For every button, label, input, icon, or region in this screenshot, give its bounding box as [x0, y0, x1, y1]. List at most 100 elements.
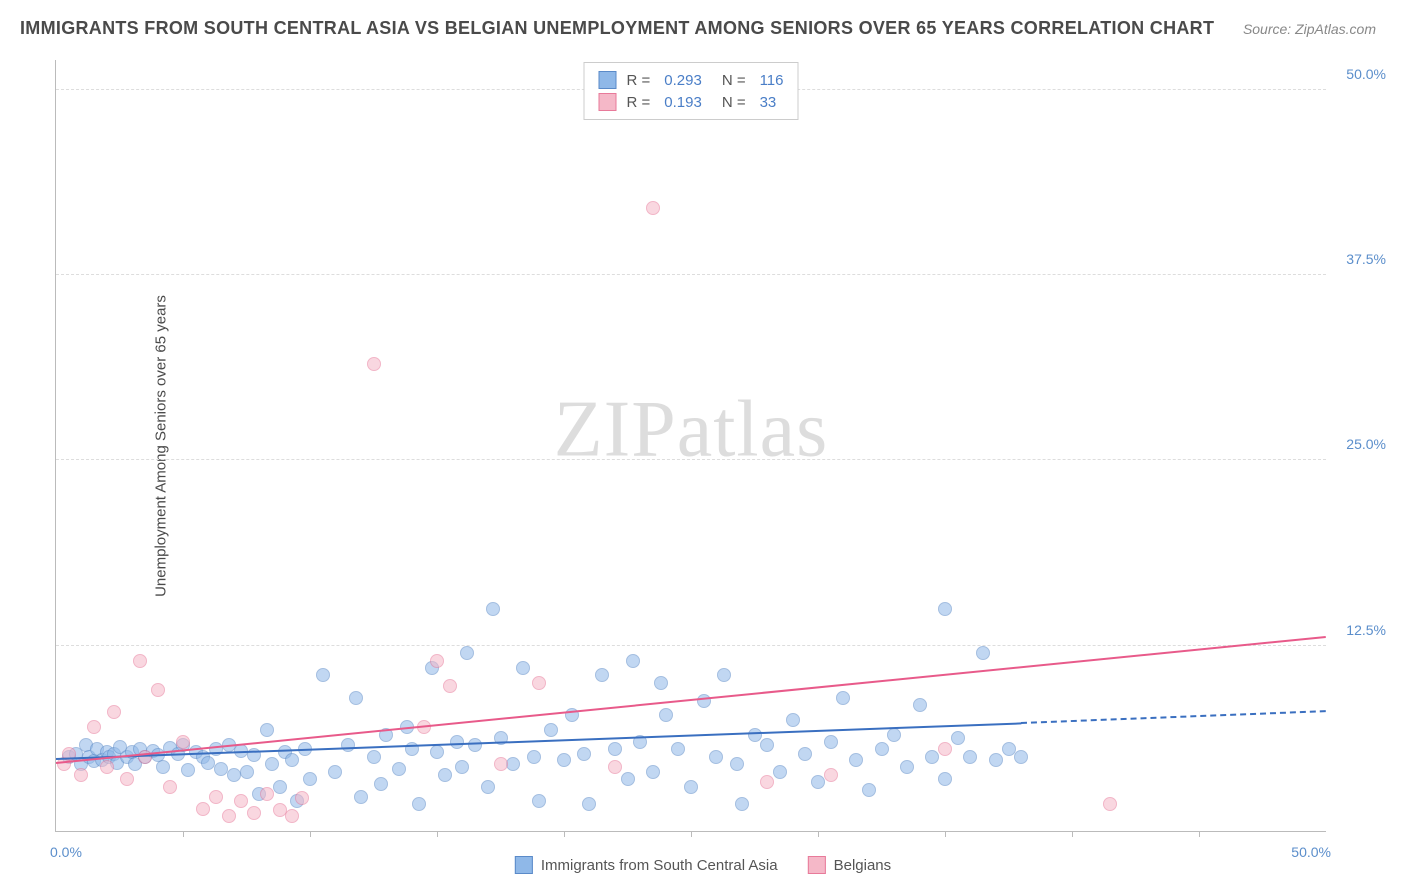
data-point: [938, 742, 952, 756]
data-point: [234, 794, 248, 808]
data-point: [1014, 750, 1028, 764]
x-tick: [818, 831, 819, 837]
data-point: [443, 679, 457, 693]
legend-item: Immigrants from South Central Asia: [515, 856, 778, 874]
legend-r-label: R =: [627, 94, 651, 111]
data-point: [862, 783, 876, 797]
data-point: [659, 708, 673, 722]
x-tick: [1199, 831, 1200, 837]
data-point: [74, 768, 88, 782]
data-point: [900, 760, 914, 774]
x-tick: [1072, 831, 1073, 837]
legend-swatch: [599, 93, 617, 111]
data-point: [341, 738, 355, 752]
data-point: [824, 735, 838, 749]
data-point: [247, 806, 261, 820]
data-point: [151, 683, 165, 697]
data-point: [748, 728, 762, 742]
data-point: [595, 668, 609, 682]
correlation-legend: R =0.293N =116R =0.193N =33: [584, 62, 799, 120]
gridline: [56, 459, 1326, 460]
trend-line: [56, 636, 1326, 764]
data-point: [163, 780, 177, 794]
data-point: [430, 654, 444, 668]
legend-n-value: 116: [760, 72, 784, 89]
data-point: [532, 794, 546, 808]
data-point: [181, 763, 195, 777]
legend-r-value: 0.293: [664, 72, 702, 89]
data-point: [730, 757, 744, 771]
data-point: [626, 654, 640, 668]
data-point: [811, 775, 825, 789]
legend-n-value: 33: [760, 94, 777, 111]
data-point: [468, 738, 482, 752]
data-point: [176, 735, 190, 749]
data-point: [544, 723, 558, 737]
data-point: [735, 797, 749, 811]
y-tick-label: 12.5%: [1346, 622, 1386, 638]
data-point: [963, 750, 977, 764]
data-point: [430, 745, 444, 759]
x-axis-start-label: 0.0%: [50, 844, 82, 860]
legend-r-label: R =: [627, 72, 651, 89]
data-point: [438, 768, 452, 782]
plot-region: ZIPatlas R =0.293N =116R =0.193N =33 12.…: [55, 60, 1326, 832]
data-point: [709, 750, 723, 764]
data-point: [196, 802, 210, 816]
data-point: [460, 646, 474, 660]
data-point: [303, 772, 317, 786]
watermark: ZIPatlas: [554, 385, 829, 476]
data-point: [260, 787, 274, 801]
data-point: [392, 762, 406, 776]
data-point: [887, 728, 901, 742]
data-point: [260, 723, 274, 737]
data-point: [697, 694, 711, 708]
data-point: [532, 676, 546, 690]
data-point: [938, 772, 952, 786]
data-point: [285, 809, 299, 823]
legend-n-label: N =: [722, 72, 746, 89]
data-point: [608, 760, 622, 774]
data-point: [527, 750, 541, 764]
data-point: [646, 201, 660, 215]
data-point: [156, 760, 170, 774]
data-point: [87, 720, 101, 734]
x-tick: [691, 831, 692, 837]
legend-row: R =0.193N =33: [599, 91, 784, 113]
data-point: [849, 753, 863, 767]
data-point: [684, 780, 698, 794]
data-point: [120, 772, 134, 786]
legend-swatch: [808, 856, 826, 874]
data-point: [285, 753, 299, 767]
data-point: [717, 668, 731, 682]
data-point: [316, 668, 330, 682]
x-tick: [945, 831, 946, 837]
chart-title: IMMIGRANTS FROM SOUTH CENTRAL ASIA VS BE…: [20, 18, 1214, 39]
data-point: [671, 742, 685, 756]
data-point: [354, 790, 368, 804]
data-point: [824, 768, 838, 782]
data-point: [976, 646, 990, 660]
legend-label: Belgians: [834, 857, 892, 874]
data-point: [273, 780, 287, 794]
data-point: [654, 676, 668, 690]
data-point: [506, 757, 520, 771]
data-point: [557, 753, 571, 767]
data-point: [295, 791, 309, 805]
data-point: [349, 691, 363, 705]
data-point: [836, 691, 850, 705]
data-point: [582, 797, 596, 811]
data-point: [265, 757, 279, 771]
x-tick: [437, 831, 438, 837]
data-point: [608, 742, 622, 756]
x-axis-end-label: 50.0%: [1291, 844, 1331, 860]
legend-n-label: N =: [722, 94, 746, 111]
data-point: [481, 780, 495, 794]
y-tick-label: 25.0%: [1346, 436, 1386, 452]
data-point: [621, 772, 635, 786]
data-point: [367, 750, 381, 764]
data-point: [222, 809, 236, 823]
data-point: [577, 747, 591, 761]
data-point: [760, 738, 774, 752]
gridline: [56, 274, 1326, 275]
